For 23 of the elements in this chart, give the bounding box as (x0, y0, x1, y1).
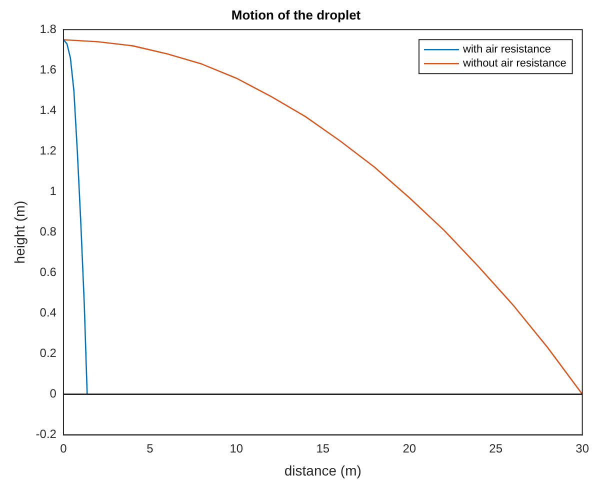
y-tick-label: 0.8 (40, 224, 57, 239)
x-tick-label: 5 (146, 441, 154, 456)
y-tick-label: 0 (50, 386, 57, 401)
y-tick-label: 1.6 (40, 62, 57, 76)
y-tick-label: 1.2 (40, 143, 57, 158)
x-tick-label: 10 (230, 441, 244, 456)
y-tick-label: 0.6 (40, 265, 57, 280)
x-tick-label: 20 (402, 441, 416, 456)
x-tick-label: 25 (489, 441, 503, 456)
y-tick-label: 1 (50, 184, 57, 198)
y-tick-label: 0.2 (40, 346, 57, 360)
x-axis-title: distance (m) (284, 462, 362, 478)
legend-label: with air resistance (462, 44, 552, 56)
x-tick-label: 0 (60, 441, 68, 456)
y-axis-title: height (m) (11, 200, 28, 264)
y-tick-label: -0.2 (36, 427, 57, 442)
chart-title: Motion of the droplet (231, 7, 362, 22)
x-tick-label: 30 (576, 441, 590, 456)
y-tick-label: 1.8 (40, 22, 57, 36)
y-tick-label: 1.4 (40, 102, 57, 117)
legend-label: without air resistance (462, 58, 566, 70)
x-tick-label: 15 (316, 441, 330, 456)
y-tick-label: 0.4 (40, 306, 57, 320)
